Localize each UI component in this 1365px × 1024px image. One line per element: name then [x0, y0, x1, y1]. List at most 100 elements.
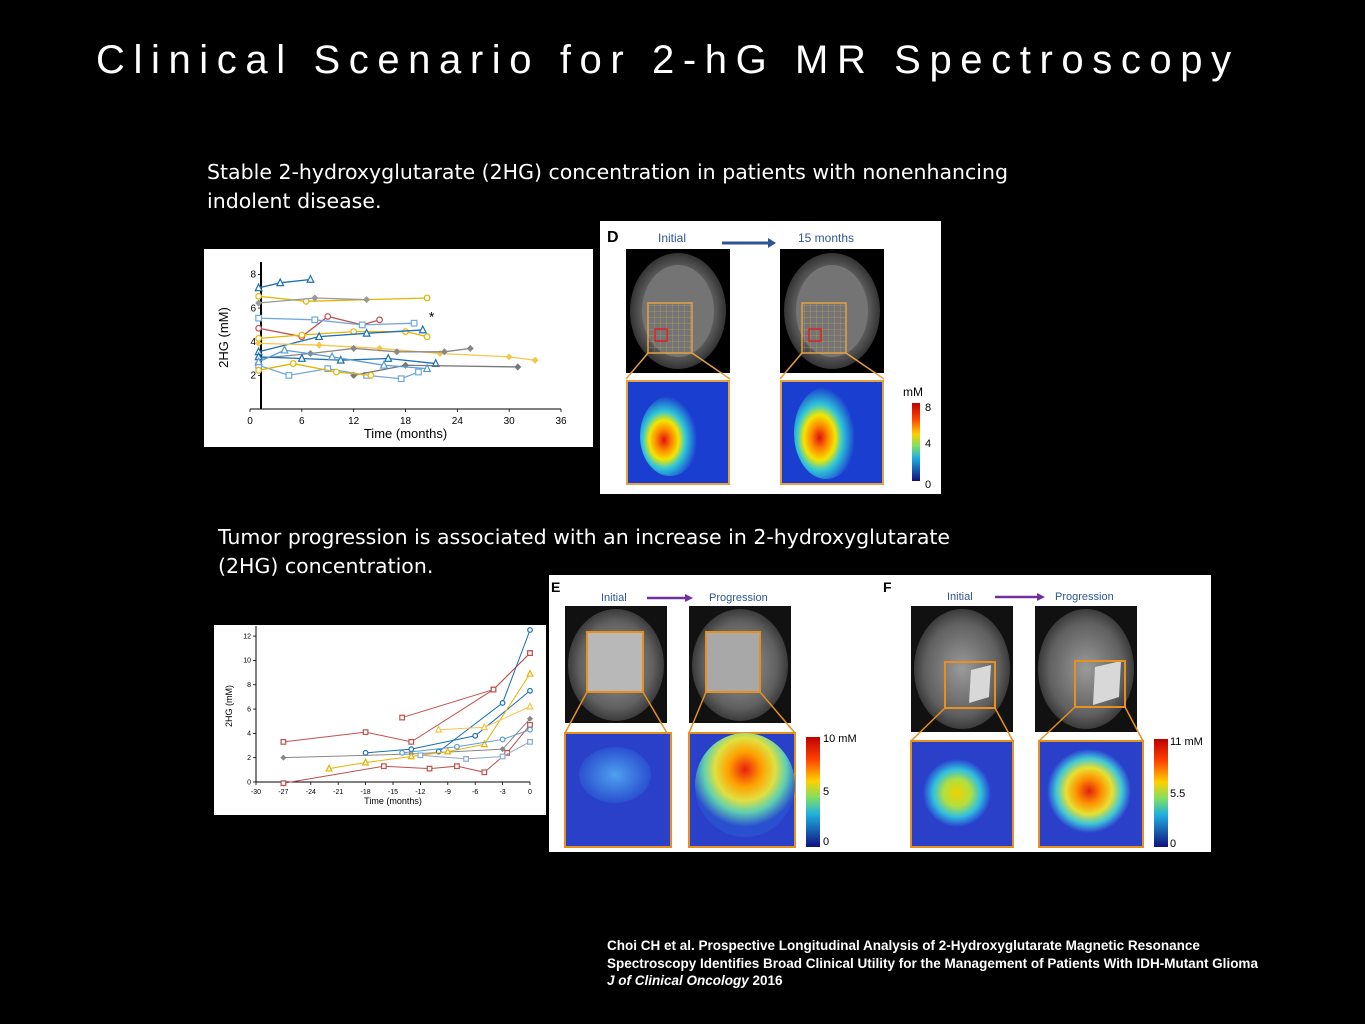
- data-point: [383, 353, 393, 362]
- y-tick-label: 0: [247, 779, 251, 786]
- data-point: [393, 348, 401, 356]
- panel-ef-mrs-images: E Initial Progression 10 mM 5 0 F Initia…: [551, 579, 1203, 850]
- series-10: [254, 351, 441, 367]
- x-tick-label: -12: [415, 789, 425, 796]
- x-tick-label: 0: [247, 416, 253, 427]
- y-axis-label: 2HG (mM): [224, 685, 234, 727]
- data-point: [358, 321, 366, 329]
- panel-f-initial-label: Initial: [947, 591, 973, 603]
- y-axis-label: 2HG (mM): [216, 307, 231, 368]
- data-point: [311, 294, 319, 302]
- data-point: [527, 738, 533, 745]
- series-13: [254, 344, 432, 373]
- data-point: [361, 757, 370, 766]
- citation-journal: J of Clinical Oncology: [607, 973, 749, 988]
- panel-d-scale-unit: mM: [903, 385, 923, 399]
- series-line: [258, 362, 372, 376]
- data-point: [526, 715, 534, 722]
- x-tick-label: -30: [251, 789, 261, 796]
- data-point: [480, 739, 489, 748]
- x-tick-label: 0: [528, 789, 532, 796]
- y-tick-label: 12: [243, 633, 251, 640]
- citation: Choi CH et al. Prospective Longitudinal …: [607, 937, 1258, 990]
- x-tick-label: 30: [504, 416, 516, 427]
- data-point: [314, 331, 324, 341]
- data-point: [527, 627, 533, 633]
- series-line: [402, 729, 531, 754]
- data-point: [255, 339, 263, 347]
- x-tick-label: 18: [400, 416, 412, 427]
- data-point: [408, 738, 415, 745]
- panel-d-scale-max: 8: [925, 402, 931, 414]
- data-point: [527, 687, 533, 694]
- panel-d-initial-label: Initial: [658, 231, 686, 245]
- panel-e-colorbar: [806, 737, 820, 847]
- x-tick-label: 36: [555, 416, 567, 427]
- data-point: [327, 351, 337, 361]
- progression-2hg-chart: -30 -27 -24 -21 -18 -15 -12 -9 -6 -3 0024681012Tim…: [224, 626, 534, 806]
- y-tick-label: 2: [247, 755, 251, 762]
- caption-stable: Stable 2-hydroxyglutarate (2HG) concentr…: [207, 160, 1009, 213]
- data-point: [454, 763, 460, 770]
- y-tick-label: 6: [247, 706, 251, 713]
- x-tick-label: -27: [278, 789, 288, 796]
- data-point: [275, 277, 285, 287]
- caption-progression: Tumor progression is associated with an …: [218, 525, 951, 578]
- panel-d-arrowhead-icon: [768, 238, 776, 248]
- data-point: [325, 763, 333, 772]
- panel-d-figure: D Initial 15 months mM 8 4 0: [600, 221, 941, 494]
- panel-f-arrowhead-icon: [1037, 593, 1045, 601]
- panel-f-colorbar: [1154, 739, 1168, 847]
- series-line: [258, 278, 311, 289]
- panel-e-initial-label: Initial: [601, 592, 627, 604]
- data-point: [297, 353, 307, 362]
- data-point: [280, 754, 287, 761]
- data-point: [527, 721, 533, 728]
- series-5: [255, 314, 418, 329]
- data-point: [531, 356, 539, 364]
- series-2: [399, 650, 533, 721]
- data-point: [362, 749, 369, 756]
- data-point: [379, 360, 389, 369]
- data-point: [332, 368, 340, 376]
- data-point: [472, 732, 479, 739]
- series-line: [258, 317, 415, 326]
- data-point: [315, 341, 323, 349]
- data-point: [255, 324, 263, 332]
- panel-ef-figure: E Initial Progression 10 mM 5 0 F Initia…: [549, 575, 1211, 852]
- data-point: [423, 294, 431, 302]
- x-tick-label: -6: [472, 789, 478, 796]
- data-point: [505, 353, 513, 361]
- panel-d-later-label: 15 months: [798, 231, 854, 245]
- data-point: [336, 355, 345, 364]
- panel-d-colorbar: [912, 403, 920, 481]
- data-point: [499, 753, 506, 760]
- panel-e-letter: E: [551, 579, 560, 595]
- citation-line-1: Choi CH et al. Prospective Longitudinal …: [607, 938, 1200, 953]
- panel-d-mrs-images: D Initial 15 months mM 8 4 0: [607, 229, 931, 491]
- asterisk-annotation: *: [429, 309, 435, 325]
- data-point: [440, 348, 448, 356]
- panel-f-later-label: Progression: [1055, 591, 1114, 603]
- data-point: [499, 746, 506, 753]
- data-point: [431, 358, 441, 367]
- data-point: [423, 333, 431, 341]
- y-tick-label: 8: [250, 270, 256, 281]
- series-3: [255, 294, 371, 307]
- data-point: [490, 686, 497, 693]
- y-tick-label: 2: [250, 371, 256, 382]
- data-point: [463, 755, 469, 762]
- data-point: [410, 319, 418, 327]
- data-point: [399, 749, 406, 756]
- data-point: [444, 746, 452, 755]
- series-1: [254, 274, 315, 292]
- data-point: [324, 365, 332, 373]
- data-point: [480, 722, 489, 731]
- series-line: [365, 690, 531, 754]
- data-point: [255, 366, 263, 374]
- data-point: [324, 313, 332, 320]
- series-line: [283, 718, 531, 759]
- data-point: [254, 282, 263, 292]
- data-point: [527, 650, 533, 657]
